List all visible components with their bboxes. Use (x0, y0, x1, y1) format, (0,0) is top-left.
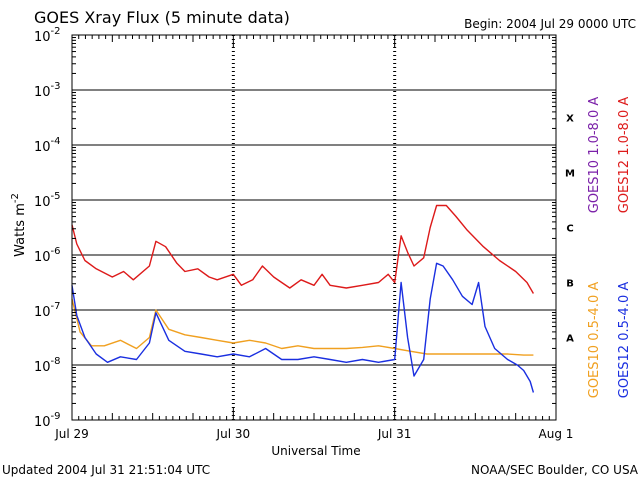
y-tick-base: 10 (34, 415, 51, 430)
y-tick-exponent: -7 (51, 301, 61, 312)
y-tick-base: 10 (34, 30, 51, 45)
y-axis-ticks: 10-210-310-410-510-610-710-810-9 (34, 26, 556, 430)
y-tick-label: 10-6 (34, 246, 61, 265)
begin-time-label: Begin: 2004 Jul 29 0000 UTC (464, 17, 636, 31)
flare-class-label: M (565, 169, 575, 180)
y-tick-label: 10-7 (34, 301, 61, 320)
legend-label: GOES12 0.5-4.0 A (617, 282, 632, 399)
y-tick-base: 10 (34, 360, 51, 375)
x-tick-label: Jul 29 (54, 427, 89, 441)
flare-class-label: A (566, 334, 574, 345)
source-credit: NOAA/SEC Boulder, CO USA (471, 463, 639, 477)
series-line (71, 262, 535, 393)
y-tick-exponent: -5 (51, 191, 61, 202)
flare-class-label: C (566, 224, 573, 235)
flare-class-label: X (566, 114, 574, 125)
y-tick-base: 10 (34, 305, 51, 320)
legend-label: GOES10 0.5-4.0 A (587, 282, 602, 399)
y-axis-label: Watts m-2 (10, 193, 28, 257)
y-tick-exponent: -9 (51, 411, 61, 422)
y-tick-base: 10 (34, 140, 51, 155)
y-tick-label: 10-8 (34, 356, 61, 375)
flare-class-label: B (566, 279, 574, 290)
legend-label: GOES10 1.0-8.0 A (587, 97, 602, 214)
series-line (71, 204, 535, 294)
y-tick-label: 10-3 (34, 81, 61, 100)
x-axis-label: Universal Time (271, 444, 360, 458)
x-tick-label: Jul 31 (377, 427, 412, 441)
y-tick-label: 10-2 (34, 26, 61, 45)
x-tick-label: Aug 1 (539, 427, 574, 441)
y-tick-exponent: -6 (51, 246, 61, 257)
y-tick-base: 10 (34, 85, 51, 100)
y-tick-label: 10-4 (34, 136, 61, 155)
legend: GOES10 1.0-8.0 A GOES12 1.0-8.0 A GOES10 0… (587, 97, 632, 399)
y-tick-base: 10 (34, 195, 51, 210)
flare-class-labels: X M C B A (565, 114, 575, 345)
legend-label: GOES12 1.0-8.0 A (617, 97, 632, 214)
y-tick-label: 10-5 (34, 191, 61, 210)
x-tick-label: Jul 30 (216, 427, 251, 441)
y-tick-label: 10-9 (34, 411, 61, 430)
series-line (71, 298, 534, 356)
y-tick-exponent: -4 (51, 136, 61, 147)
y-tick-base: 10 (34, 250, 51, 265)
x-axis-ticks: Jul 29 Jul 30 Jul 31 Aug 1 (54, 35, 573, 441)
y-axis-label-text: Watts m (13, 203, 28, 257)
y-tick-exponent: -3 (51, 81, 61, 92)
y-tick-exponent: -2 (51, 26, 61, 37)
y-axis-label-exponent: -2 (10, 193, 21, 203)
series-lines (71, 204, 535, 393)
chart-title: GOES Xray Flux (5 minute data) (34, 8, 290, 27)
y-tick-exponent: -8 (51, 356, 61, 367)
updated-timestamp: Updated 2004 Jul 31 21:51:04 UTC (2, 463, 210, 477)
